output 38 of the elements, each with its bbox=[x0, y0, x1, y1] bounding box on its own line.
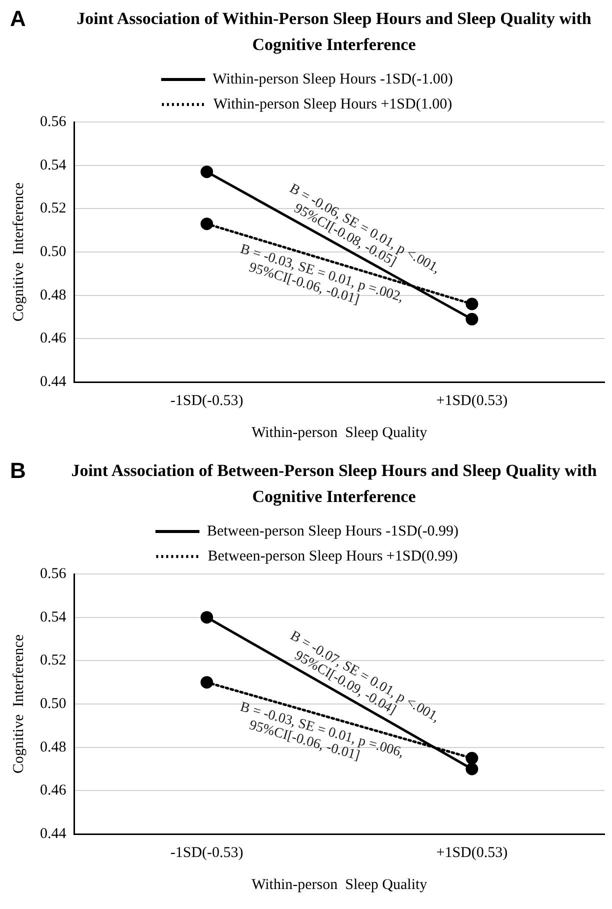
y-tick-label: 0.54 bbox=[40, 157, 67, 174]
point bbox=[200, 166, 214, 178]
y-tick-label: 0.46 bbox=[40, 330, 67, 347]
x-axis-title: Within-person Sleep Quality bbox=[252, 424, 428, 441]
point bbox=[200, 676, 214, 689]
point bbox=[200, 611, 214, 624]
y-axis-title: Cognitive Interference bbox=[10, 634, 27, 774]
y-tick-label: 0.52 bbox=[40, 652, 66, 669]
x-tick-label: +1SD(0.53) bbox=[436, 392, 508, 409]
text: B bbox=[10, 458, 26, 484]
point bbox=[466, 752, 478, 764]
point bbox=[200, 218, 214, 230]
x-tick-label: -1SD(-0.53) bbox=[170, 392, 244, 409]
point bbox=[466, 762, 478, 776]
point bbox=[466, 312, 478, 326]
legend-label: Between-person Sleep Hours +1SD(0.99) bbox=[208, 548, 458, 564]
y-tick-label: 0.44 bbox=[40, 374, 67, 390]
x-tick-label: +1SD(0.53) bbox=[436, 844, 508, 861]
x-axis-title: Within-person Sleep Quality bbox=[252, 876, 428, 893]
y-tick-label: 0.50 bbox=[40, 696, 66, 712]
y-tick-label: 0.48 bbox=[40, 287, 66, 304]
y-tick-label: 0.52 bbox=[40, 200, 66, 217]
legend-label: Between-person Sleep Hours -1SD(-0.99) bbox=[206, 523, 459, 540]
x-tick-label: -1SD(-0.53) bbox=[170, 844, 244, 861]
y-tick-label: 0.44 bbox=[40, 826, 67, 842]
chart-title: Joint Association of Within-Person Sleep Hours and Sleep Quality with Cognitive Interference bbox=[76, 8, 592, 56]
legend-label: Within-person Sleep Hours +1SD(1.00) bbox=[213, 96, 452, 112]
y-tick-label: 0.54 bbox=[40, 609, 67, 626]
y-tick-label: 0.56 bbox=[40, 114, 67, 130]
text: A bbox=[10, 6, 26, 32]
y-tick-label: 0.50 bbox=[40, 244, 66, 260]
y-tick-label: 0.48 bbox=[40, 739, 66, 756]
legend-label: Within-person Sleep Hours -1SD(-1.00) bbox=[212, 71, 453, 88]
chart-title: Joint Association of Between-Person Sleep Hours and Sleep Quality with Cognitive Interference bbox=[70, 460, 598, 508]
y-axis-title: Cognitive Interference bbox=[10, 182, 27, 322]
y-tick-label: 0.46 bbox=[40, 782, 67, 799]
y-tick-label: 0.56 bbox=[40, 566, 67, 582]
point bbox=[466, 298, 478, 310]
